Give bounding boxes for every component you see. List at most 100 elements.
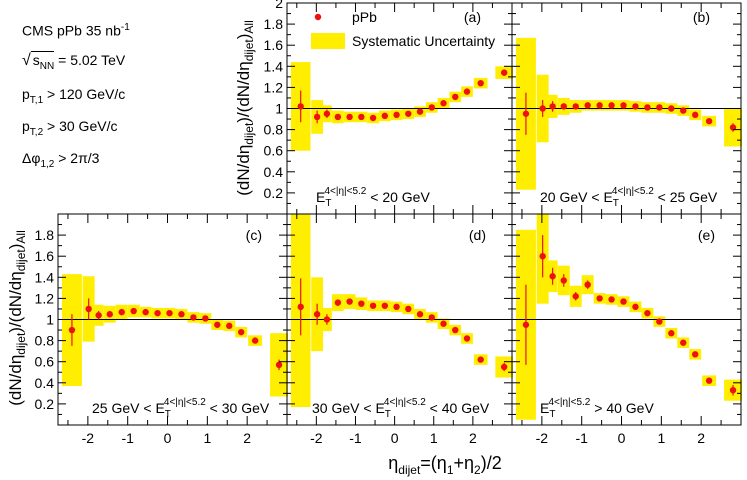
data-point: [608, 102, 615, 109]
x-tick-label: -1: [121, 430, 134, 446]
legend-band: [311, 33, 345, 49]
x-axis-title: ηdijet=(η1+η2)/2: [388, 453, 501, 477]
data-point: [522, 110, 530, 117]
data-point: [428, 104, 435, 111]
data-point: [118, 308, 125, 316]
data-point: [729, 386, 737, 394]
data-point: [334, 299, 342, 306]
data-point: [393, 111, 400, 119]
panel-letter: (c): [246, 227, 262, 243]
data-point: [393, 303, 400, 311]
x-tick-label: -2: [310, 430, 323, 446]
x-tick-label: 2: [469, 430, 477, 446]
data-point: [729, 124, 737, 131]
pt2-cut-label: pT,2 > 30 GeV/c: [22, 118, 118, 138]
x-tick-label: 0: [618, 430, 626, 446]
legend-marker: [314, 13, 322, 21]
data-point: [549, 273, 556, 280]
data-point: [313, 311, 321, 318]
data-point: [632, 103, 639, 110]
x-tick-label: 1: [430, 430, 438, 446]
x-tick-label: 1: [203, 430, 211, 446]
data-point: [572, 103, 579, 110]
y-tick-label: 1.4: [35, 269, 55, 285]
panel-c: 0.2 0.4 0.6 0.8 1 1.2 1.4 1.6 1.8 -2 -1 0 1 2 (c) 25 Ge…: [35, 213, 288, 446]
data-point: [297, 303, 304, 311]
data-point: [680, 107, 687, 114]
data-point: [369, 302, 377, 309]
y-tick-label: 1.8: [35, 227, 55, 243]
y-tick-label: 0.6: [264, 143, 284, 159]
y-axis-title-bottom: (dN/dηdijet)/(dN/dηdijet)All: [6, 230, 28, 406]
y-tick-label: 0.4: [35, 375, 55, 391]
data-point: [500, 363, 508, 371]
y-tick-label: 1: [275, 101, 283, 117]
data-point: [620, 298, 627, 305]
data-point: [596, 102, 603, 109]
data-point: [560, 277, 567, 284]
data-point: [440, 100, 447, 107]
legend: pPb Systematic Uncertainty: [311, 9, 495, 49]
data-point: [560, 103, 567, 110]
data-point: [106, 311, 113, 318]
dphi-cut-label: Δφ1,2 > 2π/3: [22, 150, 100, 170]
et-range-label: ET4<|η|<5.2 > 40 GeV: [540, 397, 654, 420]
y-tick-label: 1.8: [264, 16, 284, 32]
data-point: [323, 110, 331, 117]
data-point: [405, 110, 412, 117]
data-point: [572, 293, 579, 300]
data-point: [416, 108, 424, 115]
y-tick-label: 1.2: [264, 79, 284, 95]
data-point: [668, 330, 675, 337]
data-point: [692, 111, 699, 119]
x-tick-label: -1: [575, 430, 588, 446]
et-range-label: ET4<|η|<5.2 < 20 GeV: [316, 186, 430, 209]
data-point: [178, 311, 185, 318]
data-point: [668, 105, 675, 112]
data-point: [190, 314, 197, 321]
data-point: [477, 79, 484, 87]
y-tick-label: 1.4: [264, 58, 284, 74]
panel-letter: (b): [693, 9, 710, 25]
data-point: [644, 309, 651, 317]
y-tick-label: 0.8: [264, 122, 284, 138]
data-point: [346, 113, 353, 121]
pt1-cut-label: pT,1 > 120 GeV/c: [22, 86, 126, 106]
data-point: [358, 113, 365, 121]
y-tick-label: 0.2: [35, 396, 55, 412]
data-point: [705, 377, 713, 384]
data-point: [214, 321, 221, 328]
y-tick-label: 1: [46, 312, 54, 328]
data-point: [692, 351, 699, 358]
data-point: [369, 114, 377, 122]
x-tick-label: -1: [349, 430, 362, 446]
data-point: [238, 328, 245, 336]
data-point: [620, 102, 627, 109]
data-point: [85, 305, 92, 313]
data-point: [142, 308, 149, 316]
data-point: [632, 303, 639, 311]
data-point: [500, 69, 508, 76]
panel-a: 0.2 0.4 0.6 0.8 1 1.2 1.4 1.6 1.8 2 (a) ET4<|η|<5.2…: [264, 0, 513, 215]
panel-e: -2 -1 0 1 2 (e) ET4<|η|<5.2 > 40 GeV: [511, 213, 742, 446]
experiment-label: CMS pPb 35 nb-1: [22, 22, 130, 39]
data-point: [226, 322, 233, 330]
data-point: [539, 105, 546, 112]
data-point: [463, 335, 471, 342]
data-point: [705, 117, 713, 125]
data-point: [202, 315, 209, 322]
et-range-label: 20 GeV < ET4<|η|<5.2 < 25 GeV: [540, 186, 718, 209]
y-tick-label: 0.4: [264, 164, 284, 180]
data-point: [251, 337, 259, 344]
data-point: [452, 326, 459, 334]
panel-d: -2 -1 0 1 2 (d) 30 GeV < ET4<|η|<5.2 < 40 GeV: [286, 213, 513, 446]
panel-letter: (e): [698, 227, 715, 243]
data-point: [334, 113, 342, 121]
data-point: [323, 316, 331, 323]
data-point: [275, 361, 283, 369]
x-tick-label: -2: [536, 430, 549, 446]
data-point: [608, 296, 615, 303]
data-point: [313, 113, 321, 121]
x-tick-label: -2: [82, 430, 95, 446]
y-tick-label: 2: [275, 0, 283, 11]
